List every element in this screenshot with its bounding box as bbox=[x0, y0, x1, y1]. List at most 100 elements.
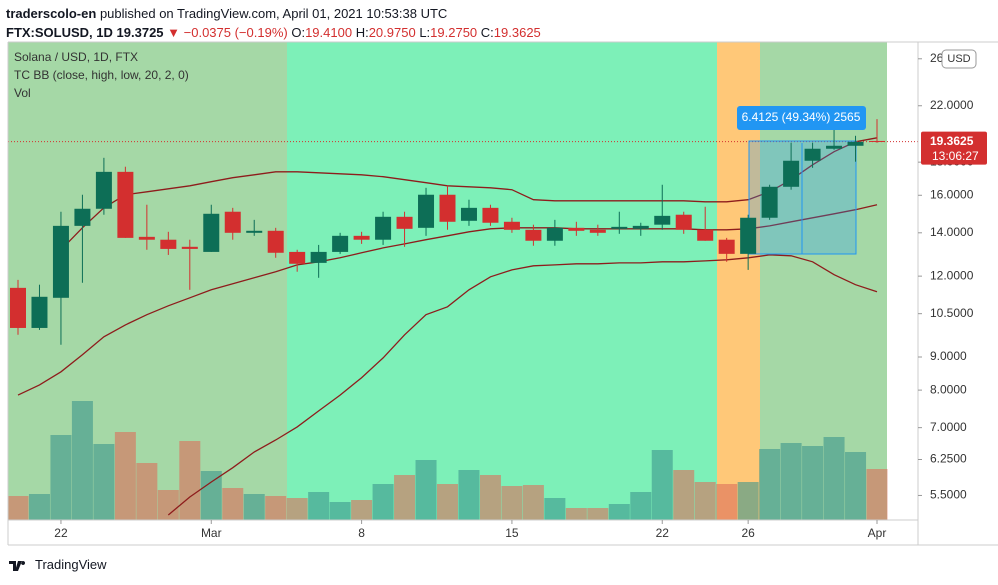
volume-bar bbox=[136, 463, 158, 520]
currency-button[interactable] bbox=[941, 49, 977, 69]
publisher: traderscolo-en bbox=[6, 6, 97, 21]
volume-bar bbox=[587, 508, 609, 520]
volume-bar bbox=[28, 494, 50, 520]
y-tick-label: 7.0000 bbox=[930, 420, 967, 434]
volume-bar bbox=[823, 437, 845, 520]
candle-body bbox=[310, 251, 327, 263]
volume-bar bbox=[845, 452, 867, 520]
footer: TradingView bbox=[8, 557, 107, 572]
candle-body bbox=[460, 207, 477, 221]
candle-body bbox=[740, 217, 757, 254]
volume-bar bbox=[114, 432, 136, 520]
candle-body bbox=[847, 141, 864, 146]
y-tick-label: 16.0000 bbox=[930, 187, 974, 201]
x-tick-label: 22 bbox=[54, 526, 68, 540]
volume-layer bbox=[7, 401, 888, 520]
zone bbox=[287, 42, 717, 520]
candle-body bbox=[52, 225, 69, 298]
volume-bar bbox=[608, 504, 630, 520]
change: ▼ −0.0375 (−0.19%) bbox=[167, 25, 288, 40]
volume-bar bbox=[651, 450, 673, 520]
candle-body bbox=[589, 229, 606, 233]
currency[interactable]: USD bbox=[947, 53, 970, 65]
volume-bar bbox=[437, 484, 458, 520]
candle-body bbox=[246, 230, 263, 233]
volume-bar bbox=[802, 446, 824, 520]
axis-layer: 5.5000 6.2500 7.0000 8.0000 9.0000 10.5000 12.… bbox=[54, 51, 987, 540]
ohlc-label: O: bbox=[291, 25, 306, 40]
candle-body bbox=[632, 225, 649, 229]
candle-body bbox=[74, 208, 91, 226]
volume-bar bbox=[200, 471, 222, 520]
candle-body bbox=[482, 207, 499, 223]
volume-bar bbox=[243, 494, 265, 520]
candle-body bbox=[138, 236, 155, 240]
x-tick-label: 26 bbox=[741, 526, 755, 540]
volume-bar bbox=[759, 449, 781, 520]
indicator-name: TC BB (close, high, low, 20, 2, 0) bbox=[14, 68, 189, 82]
ohlc-label: H: bbox=[355, 25, 369, 40]
published: published on TradingView.com, April 01, … bbox=[99, 6, 448, 21]
candle-body bbox=[31, 296, 48, 328]
volume-bar bbox=[501, 486, 523, 520]
volume-bar bbox=[351, 500, 373, 520]
brand: TradingView bbox=[35, 557, 107, 572]
candle-body bbox=[181, 246, 198, 249]
y-tick-label: 10.5000 bbox=[930, 306, 974, 320]
logo bbox=[9, 560, 26, 571]
ohlc-label: L: bbox=[419, 25, 431, 40]
volume-bar bbox=[479, 475, 501, 520]
candle-body bbox=[289, 251, 306, 264]
band-line bbox=[167, 254, 878, 516]
price-label-box bbox=[921, 131, 987, 165]
zone bbox=[8, 42, 287, 520]
ohlc-label: C: bbox=[480, 25, 494, 40]
candle-body bbox=[826, 145, 843, 149]
volume-bar bbox=[308, 492, 330, 520]
volume-bar bbox=[630, 492, 652, 520]
x-tick-label: 22 bbox=[656, 526, 670, 540]
candle-body bbox=[568, 227, 585, 231]
y-tick-label: 14.0000 bbox=[930, 225, 974, 239]
candle-body bbox=[117, 171, 134, 238]
candle-body bbox=[160, 239, 177, 249]
volume-bar bbox=[565, 508, 587, 520]
volume-bar bbox=[50, 435, 72, 520]
volume-bar bbox=[522, 485, 544, 520]
candle-body bbox=[95, 171, 112, 209]
chart: 6.4125 (49.34%) 2565 5.5000 6.2500 7.0000 8… bbox=[7, 41, 998, 546]
volume-bar bbox=[265, 496, 287, 520]
candle-body bbox=[869, 140, 885, 142]
measure-label-box bbox=[737, 106, 866, 130]
volume-bar bbox=[329, 502, 351, 520]
y-tick-label: 12.0000 bbox=[930, 268, 974, 282]
ohlc-value: 19.3625 bbox=[493, 25, 541, 40]
x-tick-label: 15 bbox=[505, 526, 519, 540]
candle-body bbox=[503, 221, 520, 230]
volume-bar bbox=[780, 443, 802, 520]
candle-body bbox=[718, 239, 735, 254]
candle-body bbox=[675, 214, 692, 230]
candle-body bbox=[525, 229, 542, 241]
band-line bbox=[17, 204, 878, 396]
chart-title: Solana / USD, 1D, FTX bbox=[14, 50, 138, 64]
candle-body bbox=[418, 194, 435, 228]
volume-bar bbox=[737, 482, 759, 520]
ohlc-value: 20.9750 bbox=[368, 25, 416, 40]
volume-bar bbox=[93, 444, 115, 520]
volume-name: Vol bbox=[14, 86, 31, 100]
candle-body bbox=[546, 227, 563, 241]
candle-body bbox=[267, 230, 284, 253]
volume-bar bbox=[544, 498, 566, 520]
y-tick-label: 9.0000 bbox=[930, 349, 967, 363]
y-tick-label: 22.0000 bbox=[930, 98, 974, 112]
candle-body bbox=[10, 287, 26, 328]
publish-line: traderscolo-en published on TradingView.… bbox=[6, 4, 541, 23]
volume-bar bbox=[673, 470, 695, 520]
volume-bar bbox=[372, 484, 394, 520]
candle-layer bbox=[10, 119, 885, 345]
candle-body bbox=[654, 215, 671, 225]
volume-bar bbox=[71, 401, 93, 520]
symbol: FTX:SOLUSD, 1D bbox=[6, 25, 113, 40]
